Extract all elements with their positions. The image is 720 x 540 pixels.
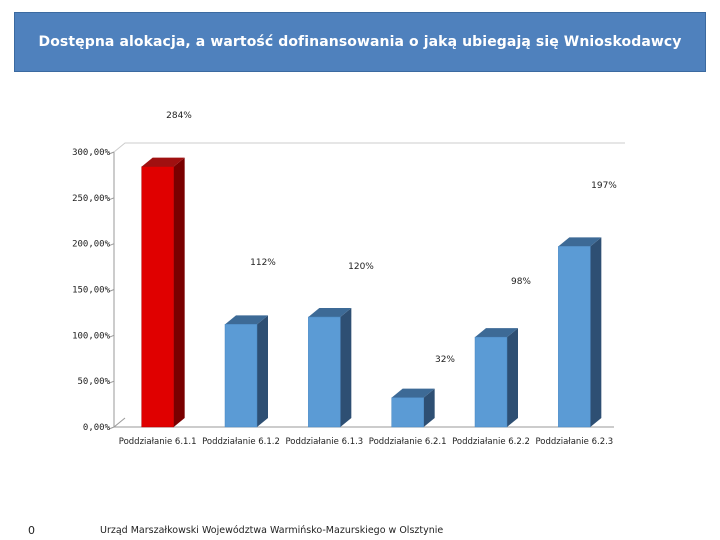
data-label: 112% xyxy=(250,258,276,268)
x-tick-label: Poddziałanie 6.2.2 xyxy=(452,437,530,447)
y-tick-mark xyxy=(108,426,115,430)
bar xyxy=(308,316,341,428)
bar xyxy=(224,324,258,428)
y-tick-label: 50,00% xyxy=(77,377,110,387)
bar-top xyxy=(308,308,352,317)
bar xyxy=(391,397,424,428)
bar-side xyxy=(173,157,185,427)
x-tick-label: Poddziałanie 6.2.1 xyxy=(369,437,447,447)
data-label: 98% xyxy=(511,277,531,287)
bar-side xyxy=(340,308,352,427)
data-label: 284% xyxy=(166,111,192,121)
bar-side xyxy=(590,237,602,427)
y-tick-label: 300,00% xyxy=(72,148,111,158)
back-wall-top xyxy=(113,142,625,153)
bar xyxy=(558,246,591,428)
y-tick-mark xyxy=(108,243,115,247)
bar-top xyxy=(391,388,435,398)
y-tick-mark xyxy=(108,289,115,292)
x-tick-label: Poddziałanie 6.1.3 xyxy=(285,437,363,447)
data-label: 32% xyxy=(435,355,455,365)
title-banner: Dostępna alokacja, a wartość dofinansowa… xyxy=(14,12,706,72)
y-tick-label: 100,00% xyxy=(72,331,111,341)
bar-side xyxy=(257,315,268,427)
footer-institution: Urząd Marszałkowski Województwa Warmińsk… xyxy=(100,525,444,536)
bar-top xyxy=(141,157,185,167)
bar-side xyxy=(507,328,518,427)
x-tick-label: Poddziałanie 6.2.3 xyxy=(535,437,613,447)
y-tick-label: 200,00% xyxy=(72,240,111,250)
y-tick-label: 150,00% xyxy=(72,286,111,296)
floor-depth-line xyxy=(113,417,126,428)
x-tick-label: Poddziałanie 6.1.2 xyxy=(202,437,280,447)
data-label: 197% xyxy=(591,181,617,191)
data-label: 120% xyxy=(348,262,374,272)
bar-top xyxy=(475,328,518,338)
y-tick-mark xyxy=(108,151,115,155)
y-tick-mark xyxy=(108,334,115,338)
footer: 0 Urząd Marszałkowski Województwa Warmiń… xyxy=(0,522,720,540)
chart-title: Dostępna alokacja, a wartość dofinansowa… xyxy=(38,34,682,50)
y-tick-label: 250,00% xyxy=(72,194,111,204)
y-tick-mark xyxy=(108,197,115,201)
bar-side xyxy=(423,388,435,427)
bar-top xyxy=(558,237,602,247)
slide-number: 0 xyxy=(28,524,35,537)
bar xyxy=(474,336,508,428)
x-tick-label: Poddziałanie 6.1.1 xyxy=(119,437,197,447)
bar xyxy=(141,166,174,428)
bar-top xyxy=(225,315,268,325)
y-tick-mark xyxy=(108,380,115,384)
y-tick-label: 0,00% xyxy=(83,423,111,433)
